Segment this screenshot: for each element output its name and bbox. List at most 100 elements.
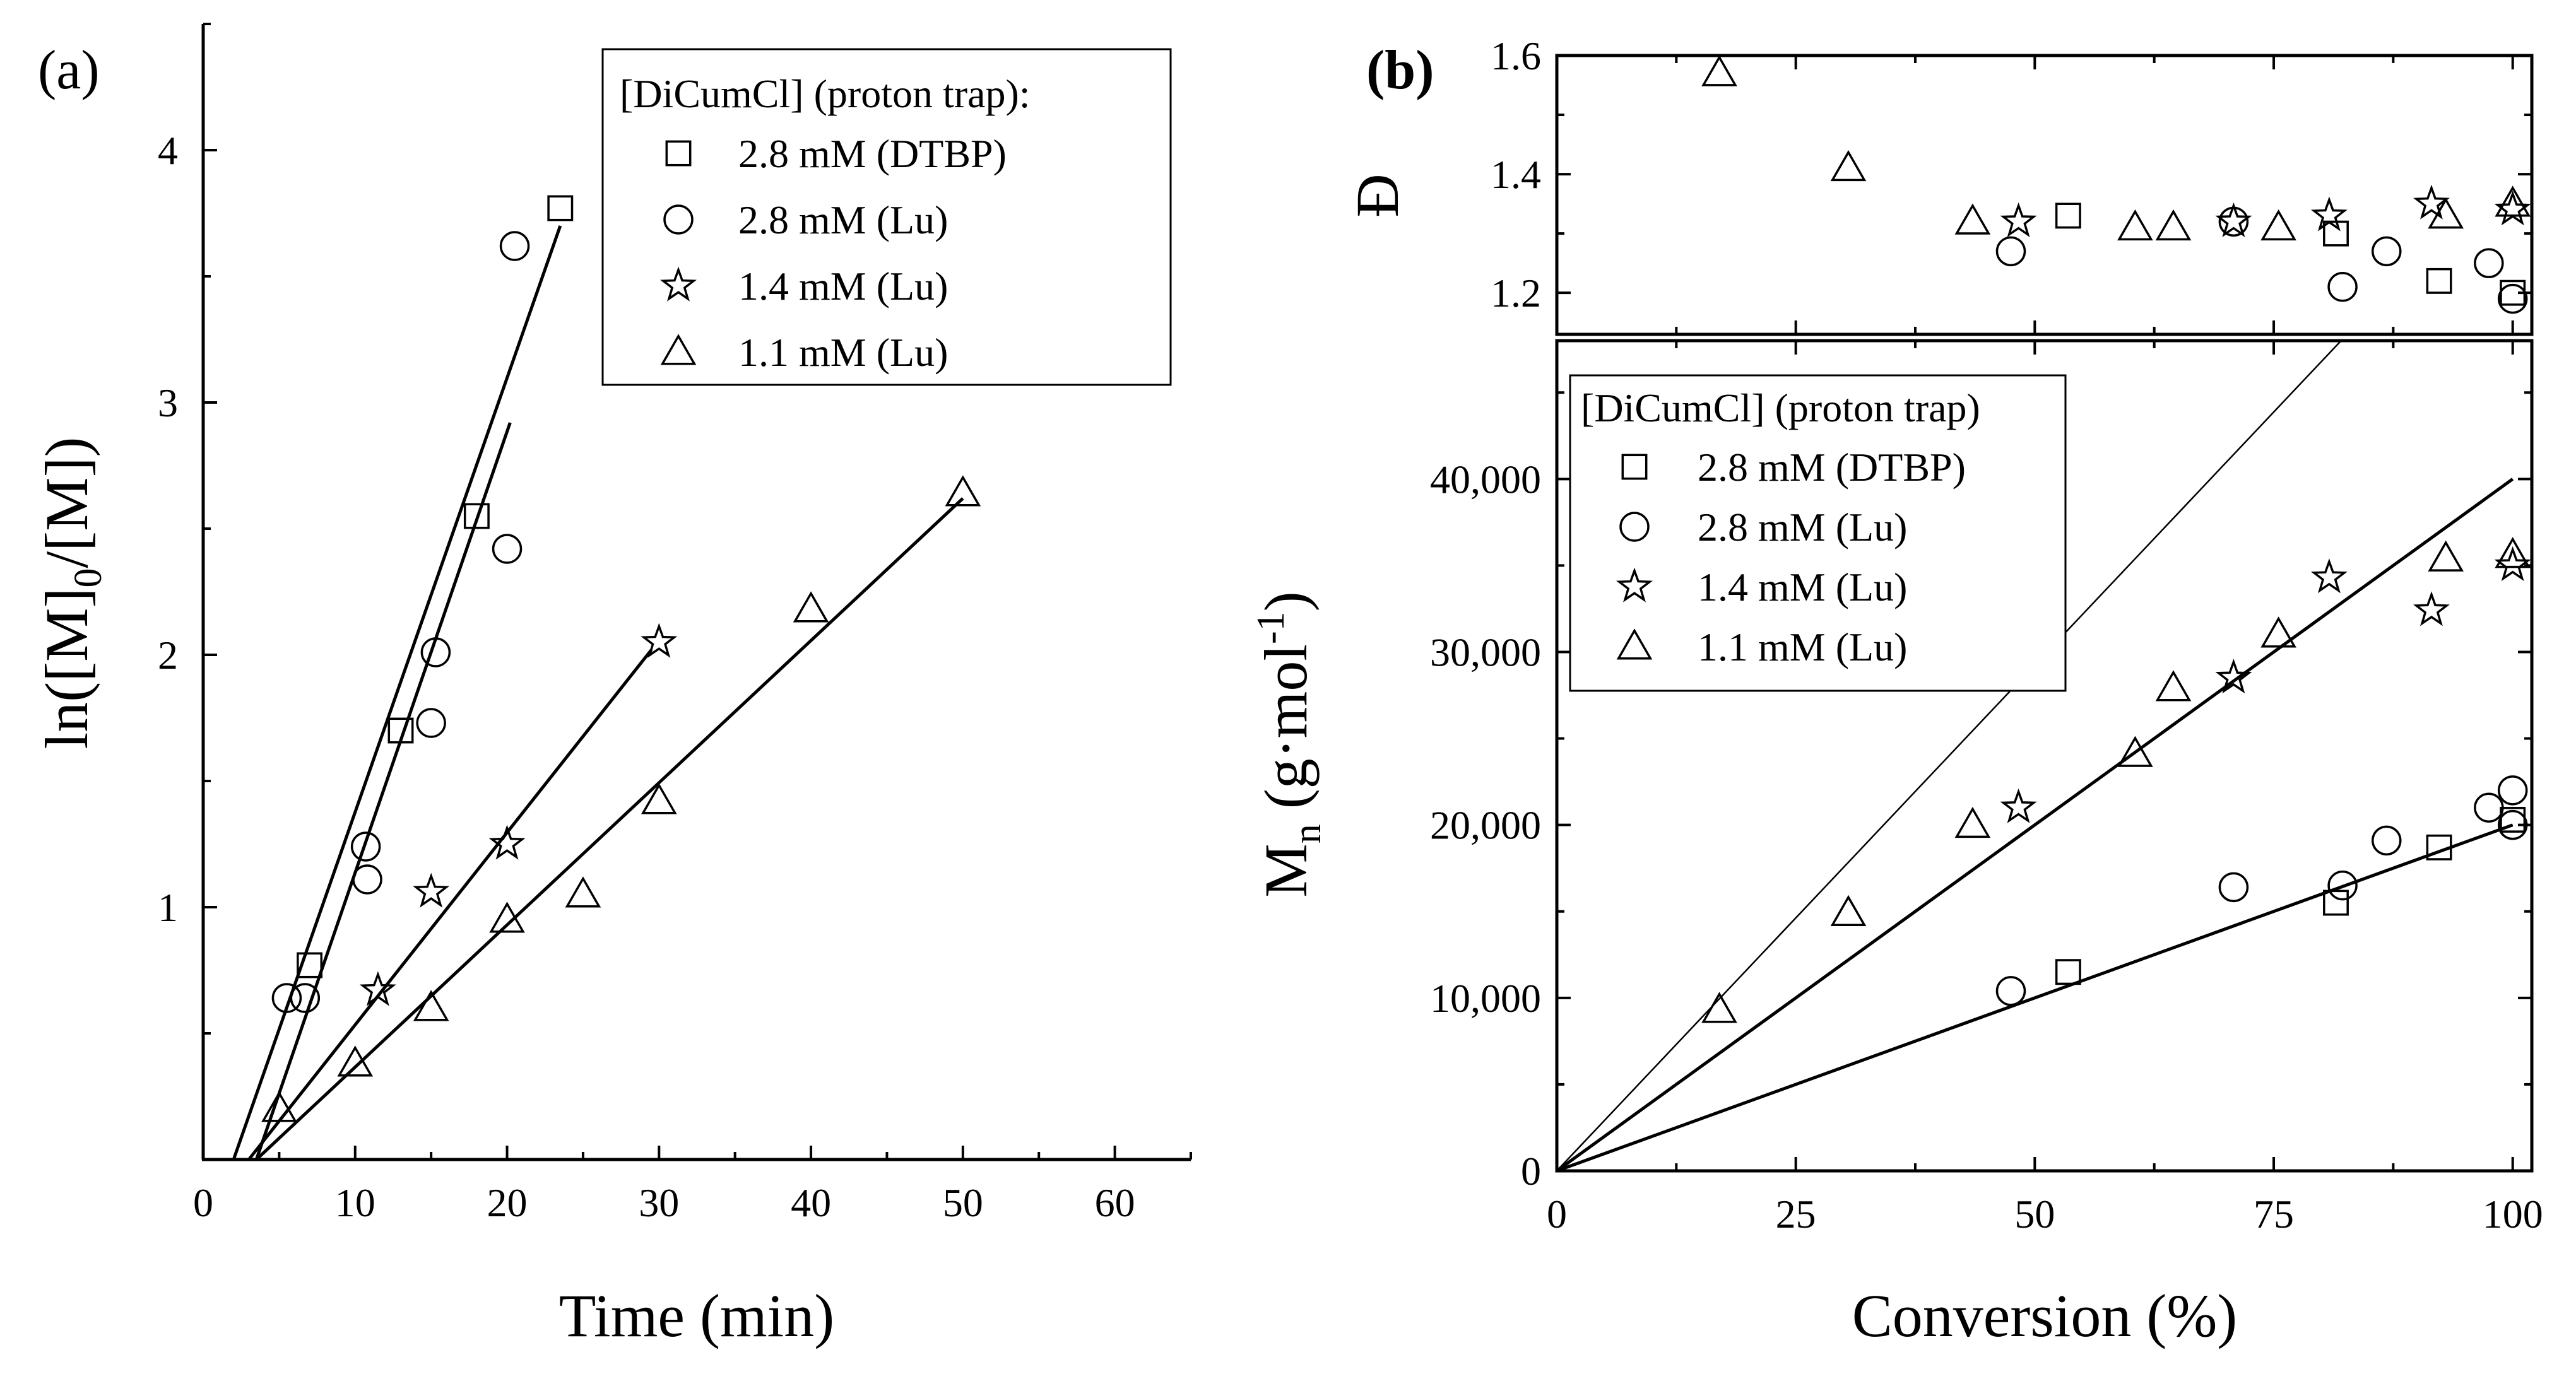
panel-a-legend-marker-1-4-mm-lu <box>659 266 697 302</box>
panel-a-point-1-1-mm-lu <box>641 783 677 814</box>
panel-b-top-point-2-8-mm-dtbp <box>2323 220 2349 247</box>
panel-a-fit-line-1-1-mm-lu <box>255 497 964 1161</box>
panel-b-bottom-legend-marker-1-1-mm-lu <box>1616 628 1653 660</box>
panel-a-legend-entry: 2.8 mM (DTBP) <box>738 131 1007 176</box>
panel-a-point-1-1-mm-lu <box>565 876 601 908</box>
panel-a-point-2-8-mm-lu <box>492 534 523 564</box>
panel-b-bottom-legend-marker-2-8-mm-lu <box>1619 512 1650 542</box>
panel-b-bottom: 0 25 50 75 100 0 10,000 20,000 30,000 40,000 Conv… <box>1250 339 2543 1349</box>
panel-b-bottom-y-tick-label: 20,000 <box>1430 803 1541 848</box>
panel-b-top-y-tick-label: 1.2 <box>1491 271 1541 315</box>
panel-a-x-tick-label: 50 <box>943 1180 983 1225</box>
panel-b-bottom-legend-marker-2-8-mm-dtbp <box>1621 454 1648 480</box>
panel-a-x-tick-label: 30 <box>639 1180 679 1225</box>
panel-a-point-1-1-mm-lu <box>261 1091 297 1122</box>
panel-a-x-tick-label: 10 <box>335 1180 375 1225</box>
panel-b-bottom-legend-entry: 2.8 mM (Lu) <box>1698 505 1907 549</box>
panel-b-bottom-ticks: 0 25 50 75 100 0 10,000 20,000 30,000 40,000 <box>1430 341 2543 1236</box>
panel-b-top: 1.2 1.4 1.6 (b) Đ <box>1344 33 2534 336</box>
panel-b-bottom-fit-line-fit-1-1-1-4-mm <box>1557 478 2514 1171</box>
panel-b-top-point-2-8-mm-lu <box>2474 248 2504 278</box>
panel-b-bottom-point-2-8-mm-lu <box>2372 825 2402 856</box>
panel-a-point-2-8-mm-dtbp <box>463 503 490 529</box>
panel-a-fit-line-2-8-mm-dtbp <box>232 225 562 1160</box>
panel-b-top-point-1-1-mm-lu <box>1830 150 1867 182</box>
panel-b-bottom-point-1-4-mm-lu <box>2494 546 2531 582</box>
panel-b-bottom-point-1-1-mm-lu <box>2155 670 2192 702</box>
panel-b-bottom-markers <box>1701 537 2531 1023</box>
panel-b-top-point-2-8-mm-dtbp <box>2055 203 2081 229</box>
panel-a: 0 10 20 30 40 50 60 1 2 3 4 (a) Time (min) ln([M]0… <box>33 23 1192 1349</box>
panel-b-bottom-point-2-8-mm-lu <box>2497 775 2528 806</box>
panel-b-bottom-legend-entry: 1.1 mM (Lu) <box>1698 625 1907 669</box>
panel-b-bottom-legend-marker-1-4-mm-lu <box>1616 567 1653 602</box>
panel-a-x-tick-label: 20 <box>487 1180 528 1225</box>
panel-a-point-1-1-mm-lu <box>413 990 449 1021</box>
panel-a-fit-line-2-8-mm-lu <box>254 422 512 1160</box>
panel-b-top-point-1-1-mm-lu <box>2117 209 2153 241</box>
panel-a-fit-lines <box>232 225 964 1161</box>
panel-a-x-axis-title: Time (min) <box>559 1282 835 1349</box>
panel-a-point-2-8-mm-lu <box>290 983 321 1013</box>
panel-a-point-1-4-mm-lu <box>488 825 526 860</box>
panel-b-bottom-x-tick-label: 0 <box>1547 1192 1567 1236</box>
panel-b-top-point-1-1-mm-lu <box>2260 209 2296 241</box>
panel-b-top-point-2-8-mm-lu <box>2372 236 2402 267</box>
panel-b-bottom-y-tick-label: 10,000 <box>1430 976 1541 1021</box>
panel-a-y-tick-label: 4 <box>158 128 178 173</box>
panel-b-top-point-1-1-mm-lu <box>1701 55 1737 86</box>
panel-b-bottom-point-1-4-mm-lu <box>2413 591 2450 626</box>
panel-a-y-tick-label: 2 <box>158 633 178 678</box>
panel-b-top-y-tick-label: 1.6 <box>1491 33 1541 78</box>
panel-b-bottom-point-1-1-mm-lu <box>2495 537 2531 568</box>
panel-b-bottom-legend: [DiCumCl] (proton trap) 2.8 mM (DTBP) 2.8… <box>1569 374 2067 692</box>
panel-a-point-2-8-mm-lu <box>420 637 451 667</box>
panel-b-top-point-1-4-mm-lu <box>2215 202 2252 237</box>
panel-b-top-frame <box>1555 54 2534 336</box>
panel-b-bottom-point-1-1-mm-lu <box>1701 992 1737 1023</box>
panel-b-bottom-point-2-8-mm-lu <box>2474 792 2504 823</box>
panel-b-bottom-point-1-1-mm-lu <box>2117 736 2153 767</box>
panel-b-bottom-frame <box>1555 339 2534 1173</box>
panel-b-bottom-y-axis-title: Mn (g·mol-1) <box>1250 591 1329 897</box>
panel-a-point-1-4-mm-lu <box>359 971 396 1006</box>
panel-b-bottom-x-axis-title: Conversion (%) <box>1852 1282 2238 1349</box>
panel-a-point-2-8-mm-lu <box>350 831 381 862</box>
panel-b-top-point-2-8-mm-dtbp <box>2426 267 2452 294</box>
panel-b-top-point-1-1-mm-lu <box>2428 197 2464 229</box>
panel-a-legend-marker-1-1-mm-lu <box>660 334 697 365</box>
panel-b-bottom-point-1-1-mm-lu <box>1954 806 1991 838</box>
panel-b-bottom-point-2-8-mm-lu <box>2497 809 2528 840</box>
panel-b-bottom-x-tick-label: 75 <box>2254 1192 2294 1236</box>
panel-a-legend-entry: 1.4 mM (Lu) <box>738 264 948 308</box>
panel-b-bottom-point-2-8-mm-dtbp <box>2055 959 2081 985</box>
panel-b-bottom-point-2-8-mm-dtbp <box>2426 834 2452 860</box>
panel-b-top-point-1-4-mm-lu <box>2413 184 2450 220</box>
panel-a-point-1-1-mm-lu <box>337 1045 374 1077</box>
panel-a-legend-box <box>601 48 1172 386</box>
panel-b-bottom-point-1-4-mm-lu <box>2000 788 2037 823</box>
panel-a-markers <box>261 195 981 1122</box>
panel-b-bottom-point-2-8-mm-lu <box>1995 976 2026 1006</box>
panel-b-bottom-y-tick-label: 0 <box>1521 1149 1541 1194</box>
panel-a-legend-marker-2-8-mm-dtbp <box>665 140 692 167</box>
panel-b-bottom-point-2-8-mm-lu <box>2327 870 2358 901</box>
panel-a-point-2-8-mm-lu <box>271 983 302 1013</box>
panel-b-top-point-1-4-mm-lu <box>2000 202 2037 237</box>
panel-b-bottom-point-2-8-mm-dtbp <box>2323 890 2349 916</box>
panel-b-top-y-axis-title: Đ <box>1344 173 1411 217</box>
panel-a-point-1-1-mm-lu <box>945 475 981 507</box>
panel-a-point-1-4-mm-lu <box>641 623 678 658</box>
panel-b-bottom-legend-entry: 1.4 mM (Lu) <box>1698 565 1907 609</box>
panel-b-top-point-2-8-mm-lu <box>2497 283 2528 314</box>
panel-b-bottom-legend-entry: 2.8 mM (DTBP) <box>1698 445 1966 490</box>
panel-a-point-1-1-mm-lu <box>489 901 525 933</box>
panel-a-y-axis-title: ln([M]0/[M]) <box>33 437 110 749</box>
panel-b-bottom-point-1-4-mm-lu <box>2215 659 2252 694</box>
panel-a-ticks: 0 10 20 30 40 50 60 1 2 3 4 <box>158 23 1192 1225</box>
panel-b-bottom-x-tick-label: 50 <box>2014 1192 2055 1236</box>
panel-b-top-point-2-8-mm-lu <box>1995 236 2026 267</box>
panel-b-bottom-x-tick-label: 100 <box>2483 1192 2543 1236</box>
